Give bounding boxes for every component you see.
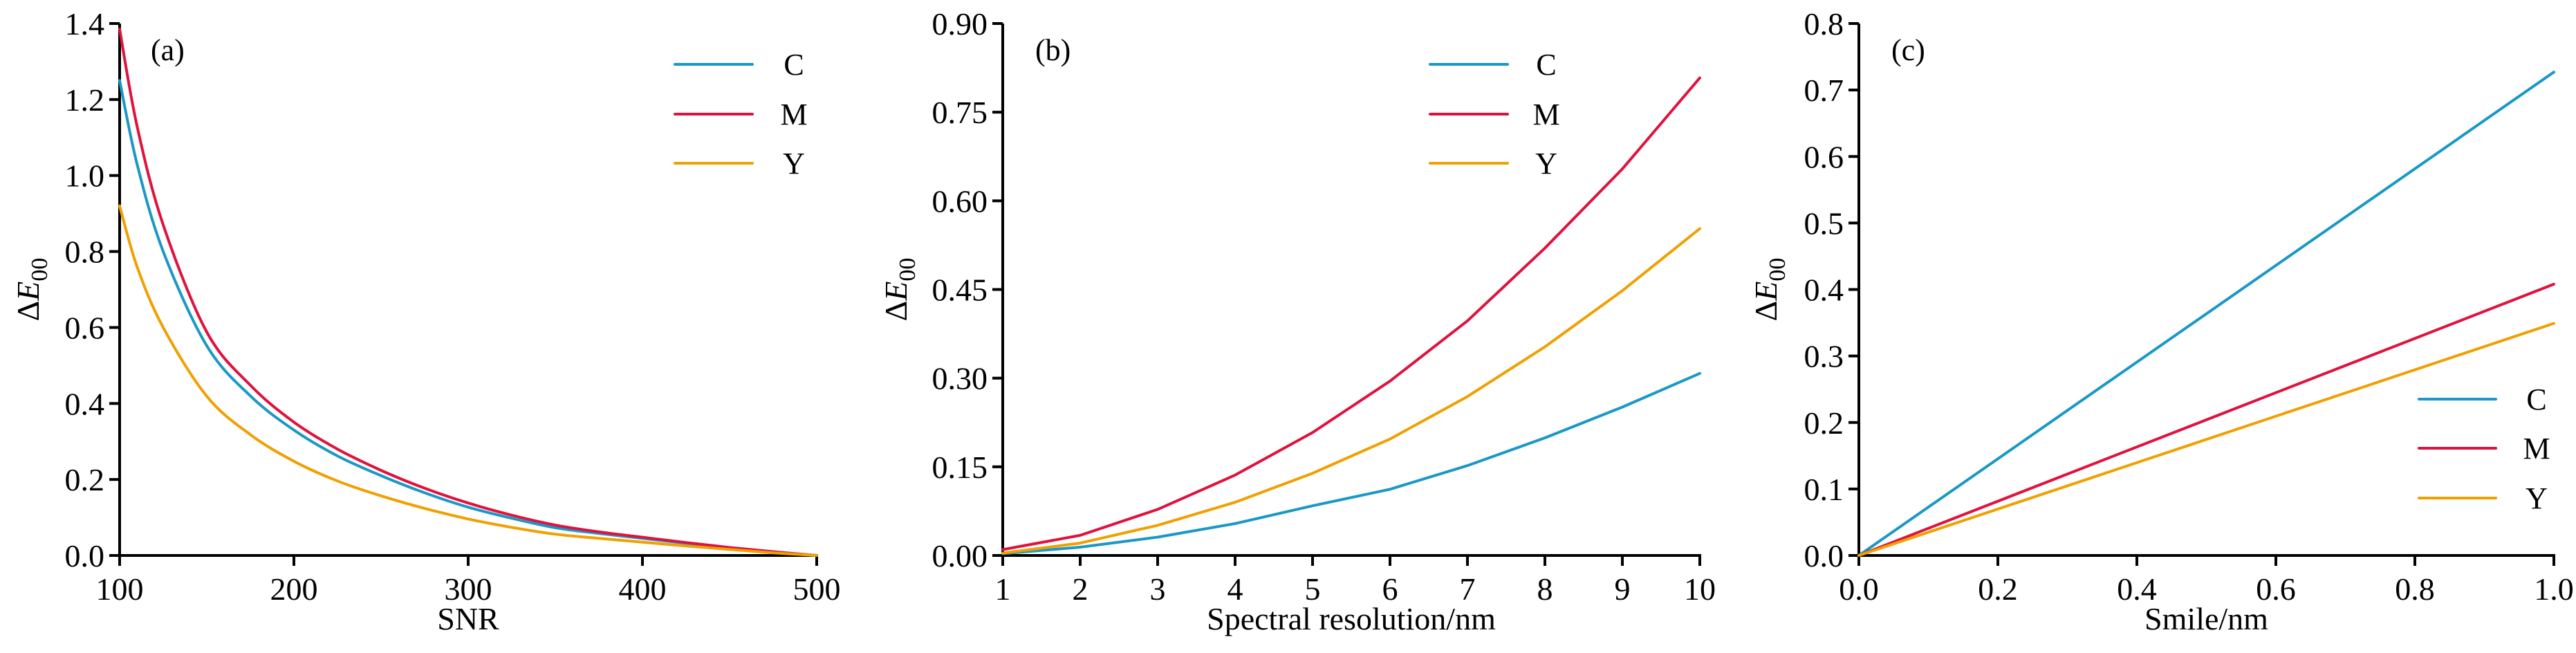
y-axis-title: ΔE00 xyxy=(878,258,920,322)
y-tick-label: 0.8 xyxy=(65,234,105,270)
x-tick-label: 0.2 xyxy=(1978,571,2018,607)
y-tick-label: 0.6 xyxy=(65,310,105,345)
x-tick-label: 3 xyxy=(1150,571,1166,607)
legend-label-c: C xyxy=(2526,383,2546,416)
y-tick-label: 0.7 xyxy=(1804,73,1844,108)
panel-a: 0.0 0.2 0.4 0.6 0.8 1.0 1.2 1.4 100 200 300 400 500 S… xyxy=(10,6,841,636)
series-line-m xyxy=(1857,282,2555,557)
x-tick-label: 9 xyxy=(1615,571,1631,607)
x-tick-label: 10 xyxy=(1684,571,1716,607)
y-axis-title-var: E xyxy=(1748,282,1783,302)
legend: CMY xyxy=(1429,48,1560,181)
panel-b: 0.00 0.15 0.30 0.45 0.60 0.75 0.90 1 2 3 4 5 6 7 8 9 10 S… xyxy=(878,6,1716,636)
x-tick-label: 5 xyxy=(1305,571,1321,607)
x-tick-label: 0.8 xyxy=(2395,571,2435,607)
series-line-y xyxy=(1857,322,2555,557)
y-tick-label: 0.1 xyxy=(1804,472,1844,507)
x-axis-title: Smile/nm xyxy=(2144,601,2268,636)
panel-label: (b) xyxy=(1035,33,1071,67)
y-axis-title-main: Δ xyxy=(10,301,46,322)
legend-label-y: Y xyxy=(783,147,805,181)
series-line-m xyxy=(118,28,818,557)
series-line-m xyxy=(1001,76,1701,551)
x-tick-label: 100 xyxy=(96,571,144,607)
y-axis-title-sub: 00 xyxy=(27,258,53,282)
panel-label: (c) xyxy=(1891,33,1925,67)
legend-label-c: C xyxy=(784,48,804,82)
y-tick-label: 0.2 xyxy=(65,462,105,497)
x-tick-label: 1.0 xyxy=(2534,571,2574,607)
x-axis-title: Spectral resolution/nm xyxy=(1207,601,1496,636)
y-tick-label: 0.2 xyxy=(1804,405,1844,441)
series-line-c xyxy=(118,79,818,557)
legend-label-y: Y xyxy=(2526,481,2548,515)
x-tick-label: 500 xyxy=(793,571,841,607)
x-tick-label: 0.6 xyxy=(2256,571,2296,607)
y-tick-label: 0.90 xyxy=(932,6,988,42)
x-tick-label: 200 xyxy=(270,571,318,607)
legend-label-c: C xyxy=(1536,48,1556,82)
y-axis-title-sub: 00 xyxy=(1765,258,1790,282)
legend-label-y: Y xyxy=(1535,147,1557,181)
y-tick-label: 0.0 xyxy=(65,538,105,573)
x-tick-label: 400 xyxy=(619,571,667,607)
y-tick-label: 0.4 xyxy=(65,386,105,421)
x-tick-label: 300 xyxy=(445,571,492,607)
y-tick-label: 0.00 xyxy=(932,538,988,573)
legend-label-m: M xyxy=(2523,432,2550,466)
y-tick-label: 1.0 xyxy=(65,158,105,194)
y-axis-title-var: E xyxy=(878,282,914,302)
y-tick-label: 0.3 xyxy=(1804,339,1844,374)
y-tick-label: 1.2 xyxy=(65,82,105,118)
panel-c: 0.0 0.1 0.2 0.3 0.4 0.5 0.6 0.7 0.8 0.0 0.2 0.4 0.6 0… xyxy=(1748,6,2574,636)
panel-label: (a) xyxy=(151,33,185,67)
x-tick-label: 4 xyxy=(1227,571,1243,607)
x-tick-label: 8 xyxy=(1537,571,1553,607)
y-axis-title: ΔE00 xyxy=(10,258,53,322)
legend: CMY xyxy=(2418,383,2550,515)
x-tick-label: 6 xyxy=(1382,571,1398,607)
y-axis-title-main: Δ xyxy=(878,301,914,322)
y-tick-label: 0.30 xyxy=(932,361,988,396)
x-tick-label: 0.0 xyxy=(1839,571,1879,607)
series-line-y xyxy=(1001,227,1701,555)
legend-label-m: M xyxy=(780,98,807,131)
x-axis-title: SNR xyxy=(437,601,499,636)
y-tick-label: 0.5 xyxy=(1804,205,1844,241)
x-tick-label: 1 xyxy=(995,571,1011,607)
x-tick-label: 0.4 xyxy=(2117,571,2157,607)
y-tick-label: 0.4 xyxy=(1804,273,1844,308)
series-line-c xyxy=(1857,71,2555,557)
y-tick-label: 0.45 xyxy=(932,273,988,308)
y-tick-label: 0.8 xyxy=(1804,6,1844,42)
y-axis-title-var: E xyxy=(10,282,46,302)
legend: CMY xyxy=(674,48,808,181)
y-tick-label: 1.4 xyxy=(65,6,105,42)
y-axis-title-sub: 00 xyxy=(895,258,920,282)
x-tick-label: 2 xyxy=(1073,571,1088,607)
y-tick-label: 0.75 xyxy=(932,95,988,130)
y-tick-label: 0.15 xyxy=(932,450,988,485)
y-axis-title-main: Δ xyxy=(1748,301,1783,322)
y-axis-title: ΔE00 xyxy=(1748,258,1790,322)
series-line-y xyxy=(118,204,818,557)
legend-label-m: M xyxy=(1532,98,1559,131)
y-tick-label: 0.0 xyxy=(1804,538,1844,573)
y-tick-label: 0.6 xyxy=(1804,139,1844,174)
series-line-c xyxy=(1001,371,1701,555)
y-tick-label: 0.60 xyxy=(932,183,988,219)
x-tick-label: 7 xyxy=(1460,571,1476,607)
